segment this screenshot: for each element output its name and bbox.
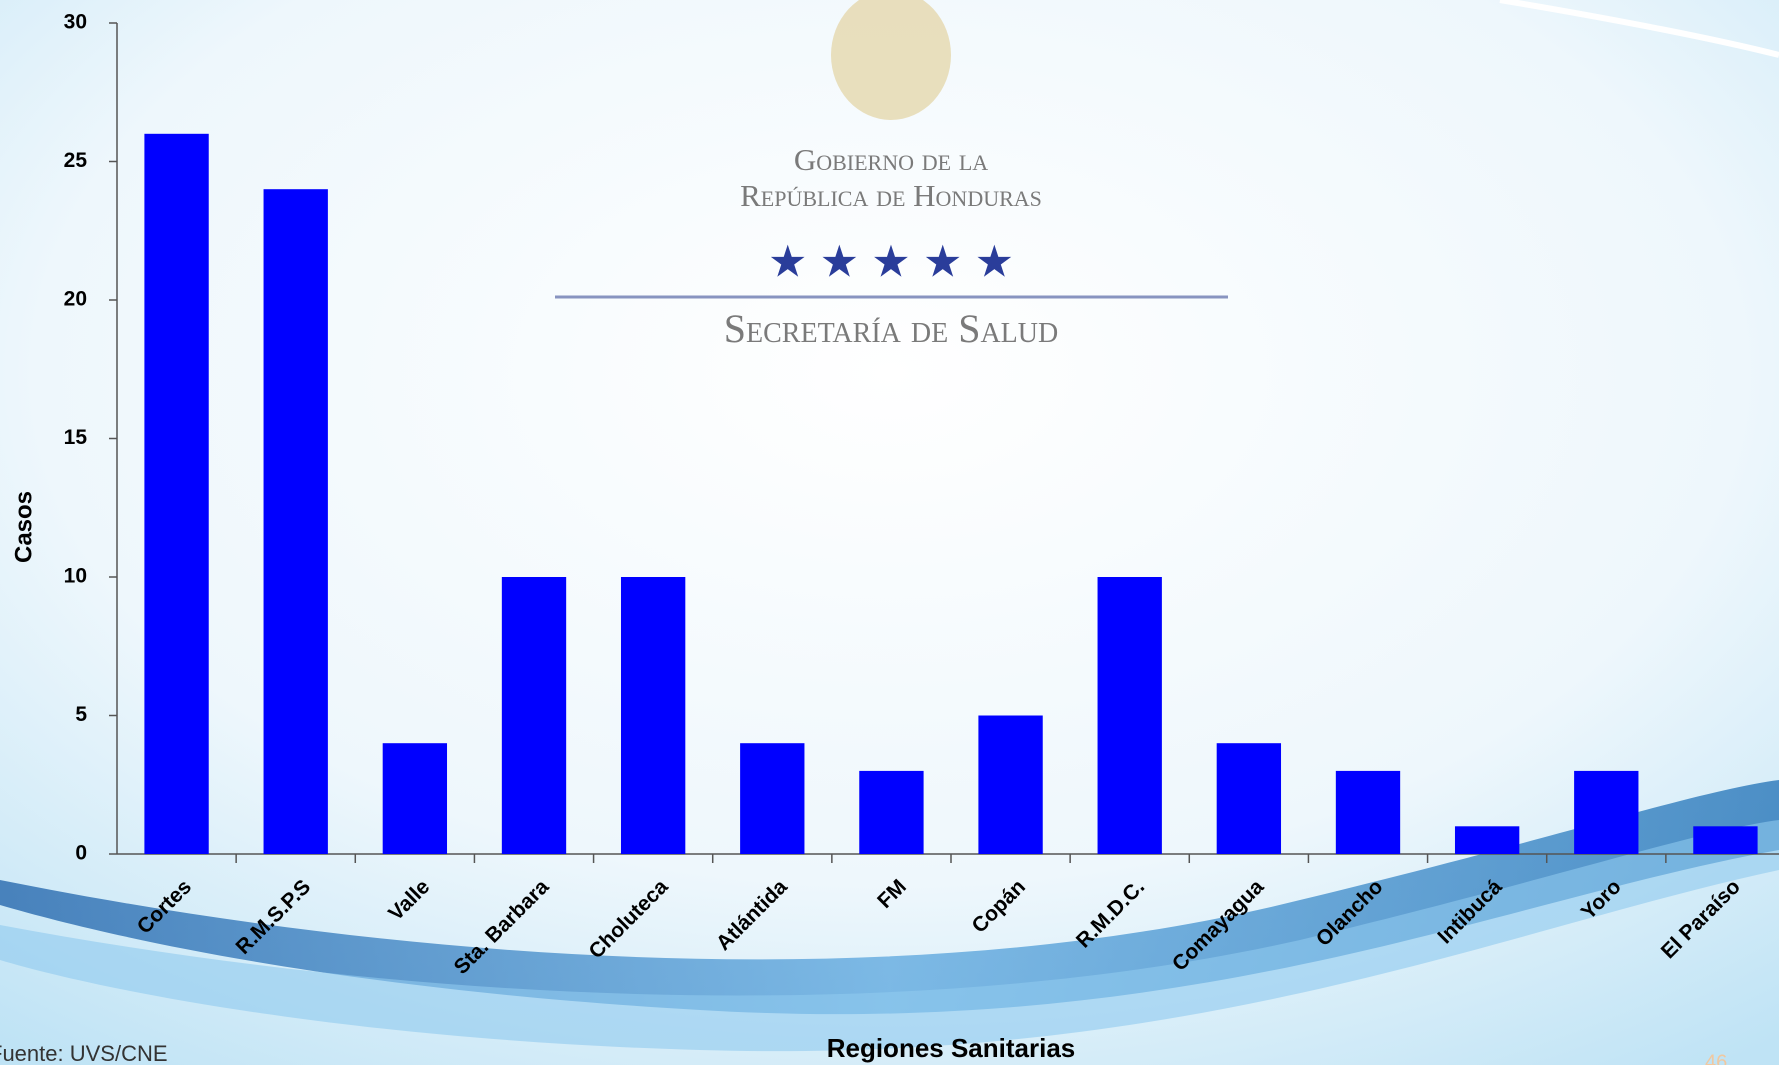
- logo-text: Secretaría de Salud: [724, 306, 1058, 351]
- bar: [501, 577, 567, 854]
- wave: [1499, 0, 1779, 58]
- bar: [1097, 577, 1162, 854]
- bar: [1454, 826, 1520, 854]
- y-tick-label: 15: [64, 426, 88, 449]
- bar: [620, 577, 686, 854]
- logo-text: Gobierno de la: [794, 142, 988, 177]
- y-tick-label: 30: [64, 11, 87, 34]
- bar: [144, 133, 209, 855]
- bar: [740, 743, 805, 854]
- y-tick-label: 20: [64, 288, 87, 311]
- bar: [1216, 743, 1282, 854]
- page-number: 46: [1705, 1051, 1727, 1065]
- y-tick-label: 10: [64, 565, 87, 588]
- y-axis-title: Casos: [10, 491, 37, 563]
- y-tick-label: 0: [75, 842, 87, 865]
- logo-stars: ★ ★ ★ ★ ★: [768, 238, 1014, 287]
- x-axis-title: Regiones Sanitarias: [827, 1033, 1076, 1063]
- logo-emblem: [831, 0, 951, 120]
- bar: [263, 189, 328, 854]
- y-tick-label: 25: [64, 149, 88, 172]
- bar: [978, 715, 1043, 854]
- bar: [1574, 770, 1639, 854]
- y-tick-label: 5: [75, 703, 87, 726]
- bar: [1335, 770, 1401, 854]
- bar: [1693, 826, 1758, 854]
- source-note: Fuente: UVS/CNE: [0, 1041, 168, 1065]
- bar: [859, 770, 924, 854]
- wave: [0, 820, 1779, 1052]
- bar: [382, 743, 448, 854]
- logo-text: República de Honduras: [740, 178, 1042, 213]
